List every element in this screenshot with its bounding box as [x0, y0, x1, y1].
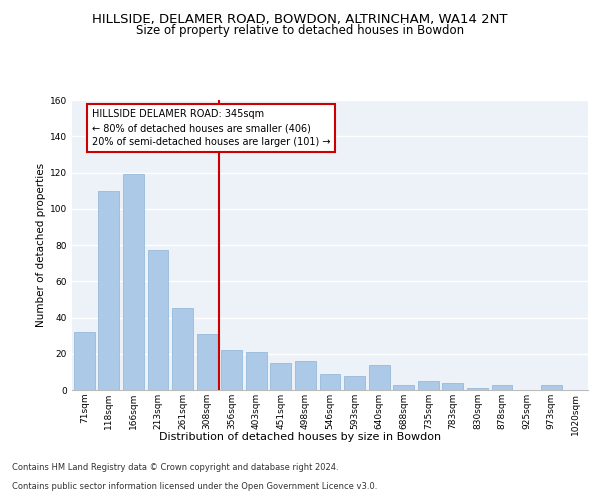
Text: Size of property relative to detached houses in Bowdon: Size of property relative to detached ho… [136, 24, 464, 37]
Bar [295, 361, 316, 390]
Bar [368, 364, 389, 390]
Bar [172, 308, 193, 390]
Bar [418, 381, 439, 390]
Text: Contains HM Land Registry data © Crown copyright and database right 2024.: Contains HM Land Registry data © Crown c… [12, 464, 338, 472]
Bar [467, 388, 488, 390]
Bar [344, 376, 365, 390]
Bar [221, 350, 242, 390]
Text: Distribution of detached houses by size in Bowdon: Distribution of detached houses by size … [159, 432, 441, 442]
Bar [197, 334, 218, 390]
Text: HILLSIDE, DELAMER ROAD, BOWDON, ALTRINCHAM, WA14 2NT: HILLSIDE, DELAMER ROAD, BOWDON, ALTRINCH… [92, 12, 508, 26]
Bar [271, 363, 292, 390]
Bar [393, 384, 414, 390]
Bar [98, 190, 119, 390]
Bar [74, 332, 95, 390]
Text: HILLSIDE DELAMER ROAD: 345sqm
← 80% of detached houses are smaller (406)
20% of : HILLSIDE DELAMER ROAD: 345sqm ← 80% of d… [92, 109, 330, 147]
Bar [320, 374, 340, 390]
Text: Contains public sector information licensed under the Open Government Licence v3: Contains public sector information licen… [12, 482, 377, 491]
Bar [541, 384, 562, 390]
Bar [491, 384, 512, 390]
Bar [246, 352, 267, 390]
Bar [442, 383, 463, 390]
Bar [148, 250, 169, 390]
Y-axis label: Number of detached properties: Number of detached properties [36, 163, 46, 327]
Bar [123, 174, 144, 390]
